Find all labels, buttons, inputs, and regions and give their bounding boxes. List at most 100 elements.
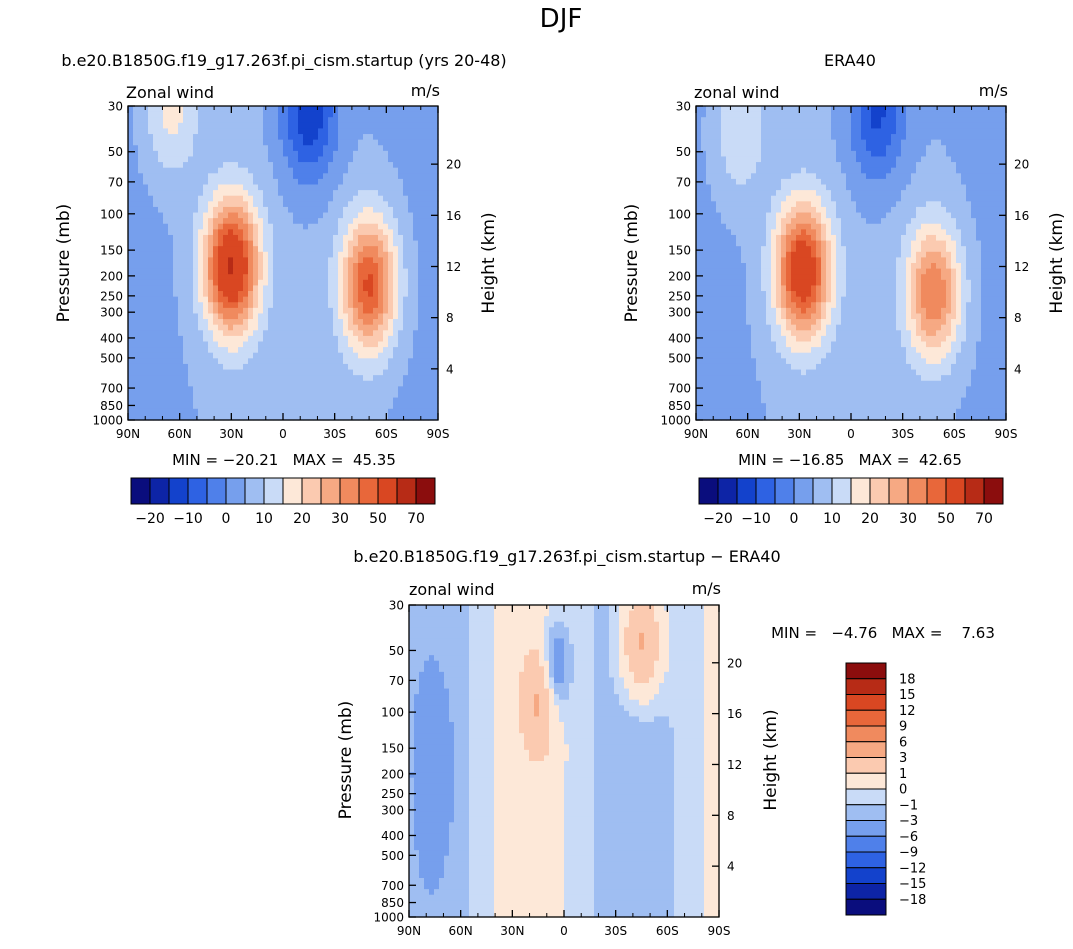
heatmap-cell bbox=[393, 156, 399, 163]
heatmap-cell bbox=[313, 223, 319, 230]
heatmap-cell bbox=[821, 134, 827, 141]
heatmap-cell bbox=[701, 150, 707, 158]
heatmap-cell bbox=[761, 414, 767, 421]
heatmap-cell bbox=[128, 162, 134, 169]
heatmap-cell bbox=[348, 156, 354, 163]
heatmap-cell bbox=[408, 246, 414, 253]
heatmap-cell bbox=[801, 302, 807, 309]
heatmap-cell bbox=[413, 302, 419, 309]
heatmap-cell bbox=[811, 150, 817, 158]
heatmap-cell bbox=[766, 274, 772, 281]
heatmap-cell bbox=[238, 178, 244, 186]
heatmap-cell bbox=[243, 162, 249, 169]
heatmap-cell bbox=[128, 391, 134, 399]
heatmap-cell bbox=[228, 330, 234, 337]
heatmap-cell bbox=[756, 408, 762, 415]
heatmap-cell bbox=[338, 139, 344, 146]
heatmap-cell bbox=[213, 111, 219, 118]
heatmap-cell bbox=[173, 403, 179, 410]
heatmap-cell bbox=[128, 341, 134, 348]
heatmap-cell bbox=[303, 206, 309, 214]
heatmap-cell bbox=[811, 352, 817, 359]
heatmap-cell bbox=[183, 162, 189, 169]
heatmap-cell bbox=[771, 408, 777, 415]
heatmap-cell bbox=[821, 139, 827, 146]
heatmap-cell bbox=[811, 408, 817, 415]
heatmap-cell bbox=[801, 178, 807, 186]
heatmap-cell bbox=[168, 268, 174, 275]
heatmap-cell bbox=[806, 369, 812, 376]
heatmap-cell bbox=[711, 414, 717, 421]
heatmap-cell bbox=[413, 173, 419, 180]
heatmap-cell bbox=[806, 201, 812, 208]
heatmap-cell bbox=[288, 184, 294, 191]
heatmap-cell bbox=[293, 190, 299, 197]
heatmap-cell bbox=[423, 257, 429, 264]
heatmap-cell bbox=[378, 173, 384, 180]
heatmap-cell bbox=[233, 268, 239, 275]
heatmap-cell bbox=[198, 240, 204, 247]
heatmap-cell bbox=[153, 358, 159, 365]
heatmap-cell bbox=[423, 184, 429, 191]
heatmap-cell bbox=[781, 358, 787, 365]
heatmap-cell bbox=[398, 397, 404, 404]
heatmap-cell bbox=[253, 408, 259, 415]
heatmap-cell bbox=[811, 414, 817, 421]
heatmap-cell bbox=[696, 139, 702, 146]
heatmap-cell bbox=[323, 251, 329, 258]
heatmap-cell bbox=[168, 128, 174, 135]
heatmap-cell bbox=[398, 162, 404, 169]
heatmap-cell bbox=[373, 229, 379, 236]
heatmap-cell bbox=[706, 122, 712, 130]
heatmap-cell bbox=[178, 173, 184, 180]
heatmap-cell bbox=[418, 178, 424, 186]
heatmap-cell bbox=[368, 313, 374, 320]
heatmap-cell bbox=[393, 128, 399, 135]
heatmap-cell bbox=[781, 268, 787, 275]
heatmap-cell bbox=[258, 358, 264, 365]
heatmap-cell bbox=[716, 302, 722, 309]
heatmap-cell bbox=[761, 279, 767, 287]
heatmap-cell bbox=[223, 268, 229, 275]
heatmap-cell bbox=[223, 106, 229, 113]
heatmap-cell bbox=[328, 145, 334, 152]
heatmap-cell bbox=[198, 403, 204, 410]
heatmap-cell bbox=[278, 347, 284, 354]
heatmap-cell bbox=[328, 173, 334, 180]
heatmap-cell bbox=[253, 313, 259, 320]
heatmap-cell bbox=[423, 173, 429, 180]
heatmap-cell bbox=[328, 251, 334, 258]
heatmap-cell bbox=[168, 229, 174, 236]
heatmap-cell bbox=[791, 352, 797, 359]
heatmap-cell bbox=[721, 319, 727, 326]
heatmap-cell bbox=[258, 173, 264, 180]
panel-model-left-label: Zonal wind bbox=[126, 83, 214, 102]
heatmap-cell bbox=[716, 218, 722, 225]
heatmap-cell bbox=[283, 408, 289, 415]
heatmap-cell bbox=[208, 352, 214, 359]
heatmap-cell bbox=[423, 341, 429, 348]
heatmap-cell bbox=[741, 285, 747, 292]
heatmap-cell bbox=[198, 363, 204, 371]
colorbar-label: 0 bbox=[222, 511, 231, 527]
heatmap-cell bbox=[213, 184, 219, 191]
heatmap-cell bbox=[716, 330, 722, 337]
heatmap-cell bbox=[283, 190, 289, 197]
heatmap-cell bbox=[746, 296, 752, 303]
heatmap-cell bbox=[308, 358, 314, 365]
heatmap-cell bbox=[726, 106, 732, 113]
heatmap-cell bbox=[398, 201, 404, 208]
heatmap-cell bbox=[138, 363, 144, 371]
heatmap-cell bbox=[253, 307, 259, 315]
heatmap-cell bbox=[363, 307, 369, 315]
heatmap-cell bbox=[183, 234, 189, 242]
heatmap-cell bbox=[228, 319, 234, 326]
heatmap-cell bbox=[243, 184, 249, 191]
heatmap-cell bbox=[283, 319, 289, 326]
heatmap-cell bbox=[313, 274, 319, 281]
heatmap-cell bbox=[223, 414, 229, 421]
heatmap-cell bbox=[233, 352, 239, 359]
heatmap-cell bbox=[303, 229, 309, 236]
heatmap-cell bbox=[418, 341, 424, 348]
heatmap-cell bbox=[731, 296, 737, 303]
